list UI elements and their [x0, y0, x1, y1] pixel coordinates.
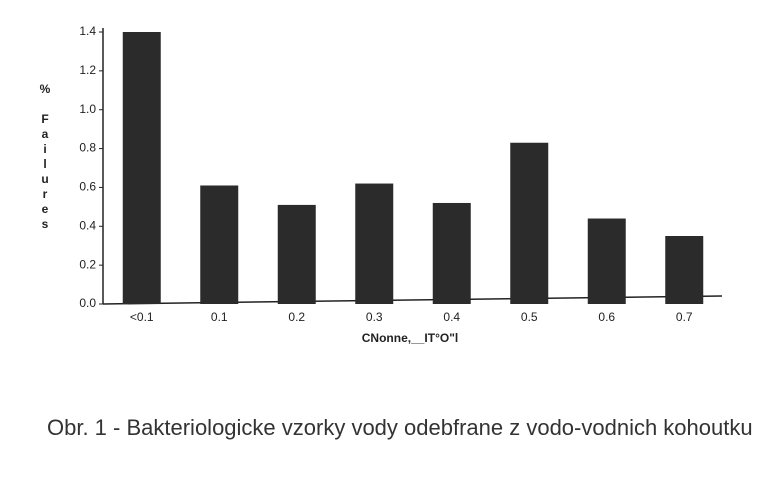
x-tick-label: 0.1	[211, 310, 228, 324]
y-tick-label: 1.2	[79, 63, 96, 77]
bar	[277, 204, 316, 304]
bar	[200, 185, 239, 304]
chart: CNonne,__IT°O"l 0.0 0.2 0.4 0.6 0.8 1.0 1.2 1.4…	[79, 24, 723, 345]
y-tick-label: 0.6	[79, 180, 96, 194]
x-tick-label: 0.6	[598, 310, 615, 324]
bar	[510, 142, 549, 304]
bar	[587, 218, 626, 304]
y-tick-label: 0.8	[79, 141, 96, 155]
x-tick-label: 0.4	[443, 310, 460, 324]
y-axis-label: % Failures	[38, 82, 52, 232]
y-tick-label: 0.0	[79, 296, 96, 310]
y-tick-label: 1.0	[79, 102, 96, 116]
caption: Obr. 1 - Bakteriologicke vzorky vody ode…	[47, 415, 753, 440]
x-tick-label: 0.5	[521, 310, 538, 324]
x-axis-label: CNonne,__IT°O"l	[362, 331, 459, 345]
x-tick-label: 0.3	[366, 310, 383, 324]
x-tick-label: 0.7	[676, 310, 693, 324]
bar	[122, 32, 161, 304]
bar	[665, 236, 704, 304]
bar	[432, 202, 471, 304]
y-tick-label: 0.4	[79, 218, 96, 232]
y-tick-label: 1.4	[79, 24, 96, 38]
y-tick-label: 0.2	[79, 257, 96, 271]
x-tick-label: <0.1	[130, 310, 154, 324]
bar	[355, 183, 394, 304]
x-tick-label: 0.2	[288, 310, 305, 324]
x-axis	[102, 295, 723, 305]
